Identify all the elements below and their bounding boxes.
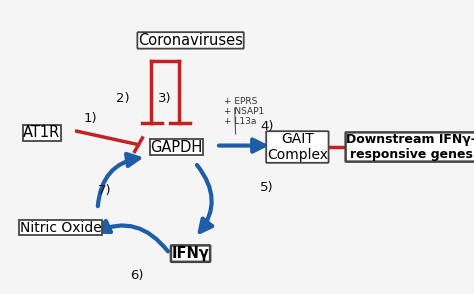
Text: 2): 2): [117, 91, 130, 105]
Text: + EPRS
+ NSAP1
+ L13a: + EPRS + NSAP1 + L13a: [224, 96, 264, 126]
Text: 4): 4): [260, 120, 274, 133]
Text: GAPDH: GAPDH: [150, 139, 203, 155]
Text: GAIT
Complex: GAIT Complex: [267, 132, 328, 162]
Text: Nitric Oxide: Nitric Oxide: [19, 221, 101, 235]
Text: 6): 6): [130, 269, 144, 282]
Text: Coronaviruses: Coronaviruses: [138, 33, 243, 48]
Text: 3): 3): [158, 91, 172, 105]
Text: 1): 1): [84, 112, 98, 125]
Text: 5): 5): [260, 181, 274, 194]
Text: IFNγ: IFNγ: [172, 246, 210, 261]
Text: Downstream IFNγ-
responsive genes: Downstream IFNγ- responsive genes: [346, 133, 474, 161]
Text: AT1R: AT1R: [23, 125, 61, 140]
Text: 7): 7): [98, 184, 111, 197]
